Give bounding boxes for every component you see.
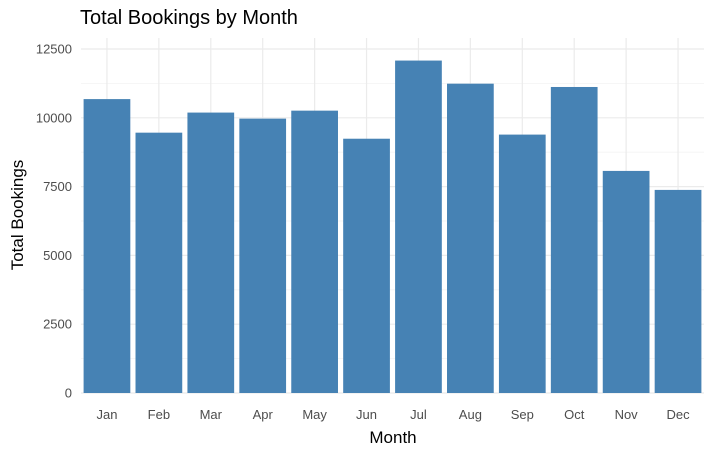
x-tick-label-sep: Sep [511,407,534,422]
bar-sep [498,134,546,393]
x-tick-label-jul: Jul [410,407,427,422]
y-axis-title: Total Bookings [8,160,27,271]
x-tick-label-jun: Jun [356,407,377,422]
x-tick-label-nov: Nov [615,407,639,422]
x-axis-title: Month [369,428,416,447]
bar-oct [550,86,598,393]
x-tick-label-may: May [302,407,327,422]
bars [83,60,702,394]
bar-nov [602,170,650,393]
y-tick-label: 5000 [43,248,72,263]
y-tick-labels: 0 2500 5000 7500 10000 12500 [36,42,72,401]
y-tick-label: 10000 [36,110,72,125]
y-tick-label: 7500 [43,179,72,194]
bar-apr [239,118,287,394]
x-tick-label-feb: Feb [148,407,170,422]
bar-dec [654,189,702,393]
bar-feb [135,132,183,393]
bar-may [291,110,338,394]
x-tick-labels: Jan Feb Mar Apr May Jun Jul Aug Sep Oct Nov Dec [96,407,690,422]
x-tick-label-apr: Apr [253,407,274,422]
x-tick-label-jan: Jan [96,407,117,422]
bar-jul [395,60,442,394]
x-tick-label-oct: Oct [564,407,585,422]
bar-jan [83,99,131,394]
x-tick-label-dec: Dec [666,407,690,422]
x-tick-label-aug: Aug [459,407,482,422]
chart-title: Total Bookings by Month [80,7,298,29]
y-tick-label: 2500 [43,317,72,332]
bar-jun [343,138,390,393]
bar-aug [447,83,494,394]
bar-mar [187,112,235,394]
y-tick-label: 12500 [36,42,72,57]
x-tick-label-mar: Mar [200,407,223,422]
y-tick-label: 0 [65,386,72,401]
